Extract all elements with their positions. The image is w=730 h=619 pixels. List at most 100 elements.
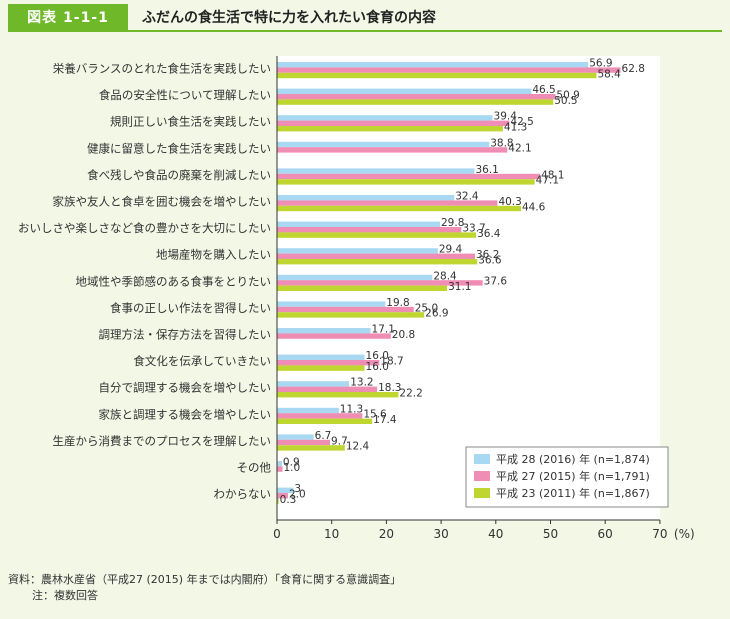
bar-3 — [277, 205, 521, 212]
data-label: 25.0 — [415, 302, 438, 314]
bar-1 — [277, 354, 365, 360]
figure-label: 図表 1-1-1 — [8, 4, 128, 30]
legend-swatch — [474, 488, 490, 498]
data-label: 22.2 — [399, 388, 422, 400]
bar-3 — [277, 392, 399, 398]
data-label: 19.8 — [386, 297, 409, 309]
data-label: 17.1 — [372, 324, 395, 336]
category-label: 生産から消費までのプロセスを理解したい — [53, 434, 272, 448]
data-label: 12.4 — [346, 441, 370, 453]
bar-3 — [277, 312, 425, 318]
bar-2 — [277, 306, 414, 313]
bar-2 — [277, 439, 331, 446]
bar-2 — [277, 200, 498, 206]
category-label: 家族や友人と食卓を囲む機会を増やしたい — [53, 195, 272, 209]
bar-1 — [277, 221, 441, 227]
category-label: おいしさや楽しさなど食の豊かさを大切にしたい — [18, 221, 271, 235]
data-label: 58.4 — [597, 68, 621, 80]
data-label: 47.1 — [536, 175, 559, 187]
data-label: 41.3 — [504, 122, 527, 134]
data-label: 36.2 — [476, 249, 499, 261]
x-tick-label: 20 — [379, 527, 394, 541]
x-tick-label: 70 — [652, 527, 667, 541]
bar-1 — [277, 328, 371, 334]
bar-1 — [277, 115, 493, 121]
bar-1 — [277, 381, 350, 387]
data-label: 29.4 — [439, 244, 463, 256]
data-label: 42.5 — [510, 116, 533, 128]
header-divider — [8, 30, 722, 32]
data-label: 17.4 — [373, 414, 397, 426]
category-label: 食事の正しい作法を習得したい — [110, 301, 271, 315]
bar-2 — [277, 333, 391, 339]
category-label: 食べ残しや食品の廃棄を削減したい — [87, 168, 271, 182]
category-label: わからない — [214, 487, 272, 501]
legend-box — [465, 446, 669, 508]
chart-title: ふだんの食生活で特に力を入れたい食育の内容 — [142, 10, 436, 26]
legend-label: 平成 28 (2016) 年 (n=1,874) — [496, 452, 650, 466]
bar-1 — [277, 168, 475, 174]
data-label: 20.8 — [392, 329, 415, 341]
data-label: 15.6 — [363, 409, 387, 421]
bar-2 — [277, 386, 378, 392]
data-label: 56.9 — [589, 58, 612, 70]
bar-2 — [277, 466, 283, 472]
bar-2 — [277, 173, 541, 180]
bar-2 — [277, 94, 556, 100]
data-label: 9.7 — [331, 435, 348, 447]
x-tick-label: 0 — [273, 527, 281, 541]
data-label: 3 — [294, 483, 301, 495]
bar-3 — [277, 232, 477, 238]
bar-1 — [277, 301, 386, 307]
category-label: 調理方法・保存方法を習得したい — [99, 328, 272, 342]
category-label: 規則正しい食生活を実践したい — [110, 115, 271, 129]
legend-label: 平成 27 (2015) 年 (n=1,791) — [496, 469, 650, 483]
bar-2 — [277, 493, 288, 499]
data-label: 0.3 — [280, 494, 297, 506]
data-label: 1.0 — [283, 462, 300, 474]
bar-1 — [277, 487, 294, 493]
x-tick-label: 40 — [488, 527, 503, 541]
bar-1 — [277, 407, 339, 414]
bar-1 — [277, 274, 433, 281]
bar-1 — [277, 141, 490, 148]
data-label: 18.3 — [378, 382, 401, 394]
data-label: 50.9 — [556, 90, 579, 102]
data-label: 62.8 — [622, 63, 645, 75]
bar-2 — [277, 253, 476, 259]
data-label: 46.5 — [532, 84, 555, 96]
data-label: 26.9 — [425, 308, 448, 320]
footnote-text: 注：複数回答 — [32, 589, 98, 602]
data-label: 39.4 — [494, 111, 518, 123]
data-label: 36.6 — [478, 255, 502, 267]
data-label: 2.0 — [289, 489, 306, 501]
bar-2 — [277, 147, 508, 153]
source-text: 資料：農林水産省（平成27 (2015) 年までは内閣府）「食育に関する意識調査… — [8, 573, 402, 586]
data-label: 50.5 — [554, 95, 577, 107]
data-label: 36.4 — [477, 228, 501, 240]
category-label: 健康に留意した食生活を実践したい — [87, 141, 271, 155]
bar-1 — [277, 248, 438, 254]
category-label: 食品の安全性について理解したい — [99, 88, 271, 102]
x-axis-unit: (%) — [674, 527, 695, 541]
category-label: 地場産物を購入したい — [156, 248, 271, 262]
category-label: その他 — [237, 461, 272, 475]
bar-3 — [277, 72, 597, 79]
data-label: 11.3 — [340, 403, 363, 415]
bar-3 — [277, 126, 503, 132]
x-tick-label: 10 — [324, 527, 339, 541]
bar-2 — [277, 67, 621, 73]
data-label: 38.8 — [490, 137, 513, 149]
category-label: 食文化を伝承していきたい — [133, 354, 271, 368]
bar-3 — [277, 418, 373, 424]
data-label: 48.1 — [541, 169, 564, 181]
bar-3 — [277, 445, 345, 451]
bar-3 — [277, 285, 448, 291]
data-label: 37.6 — [484, 276, 508, 288]
bar-3 — [277, 259, 478, 265]
legend-swatch — [474, 471, 490, 481]
data-label: 29.8 — [441, 217, 464, 229]
data-label: 6.7 — [315, 430, 332, 442]
source-note: 資料：農林水産省（平成27 (2015) 年までは内閣府）「食育に関する意識調査… — [8, 572, 401, 604]
bar-chart: 栄養バランスのとれた食生活を実践したい 56.9 62.858.4 食品の安全性につい… — [18, 56, 695, 541]
